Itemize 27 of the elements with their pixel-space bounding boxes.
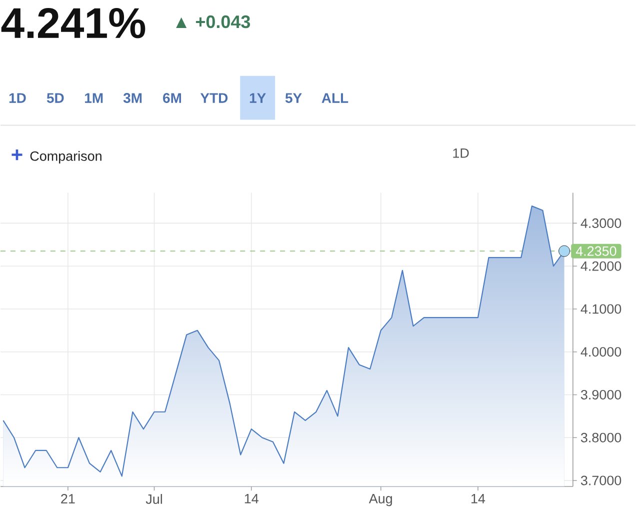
text: 1Y bbox=[250, 93, 266, 103]
x-tick-label: 14 bbox=[471, 494, 486, 504]
text: 1D bbox=[453, 148, 469, 158]
text: 5Y bbox=[285, 93, 302, 103]
x-tick-label: Aug bbox=[368, 494, 392, 506]
text: 1M bbox=[85, 93, 103, 103]
chart-subtitle: ▲ +0.043 bbox=[176, 15, 250, 28]
text: Comparison bbox=[30, 150, 102, 164]
text: ALL bbox=[322, 93, 348, 103]
text: 6M bbox=[163, 92, 182, 103]
text: 5D bbox=[46, 93, 64, 103]
y-tick-label: 4.1000 bbox=[580, 304, 622, 314]
y-tick-label: 3.8000 bbox=[580, 432, 622, 442]
text: 1D bbox=[9, 93, 26, 103]
chart-title: 4.241% bbox=[1, 8, 146, 38]
text: YTD bbox=[200, 93, 228, 103]
y-tick-label: 4.0000 bbox=[580, 346, 622, 356]
text: 3M bbox=[123, 92, 142, 103]
x-tick-label: Jul bbox=[146, 494, 162, 504]
y-tick-label: 3.9000 bbox=[580, 390, 622, 400]
ref-line-label: 4.2350 bbox=[576, 246, 616, 256]
x-tick-label: 21 bbox=[61, 494, 75, 504]
text: + bbox=[12, 149, 22, 160]
x-tick-label: 14 bbox=[244, 494, 258, 504]
y-tick-label: 4.2000 bbox=[580, 261, 622, 271]
y-tick-label: 4.3000 bbox=[580, 218, 622, 228]
y-tick-label: 3.7000 bbox=[580, 476, 622, 486]
